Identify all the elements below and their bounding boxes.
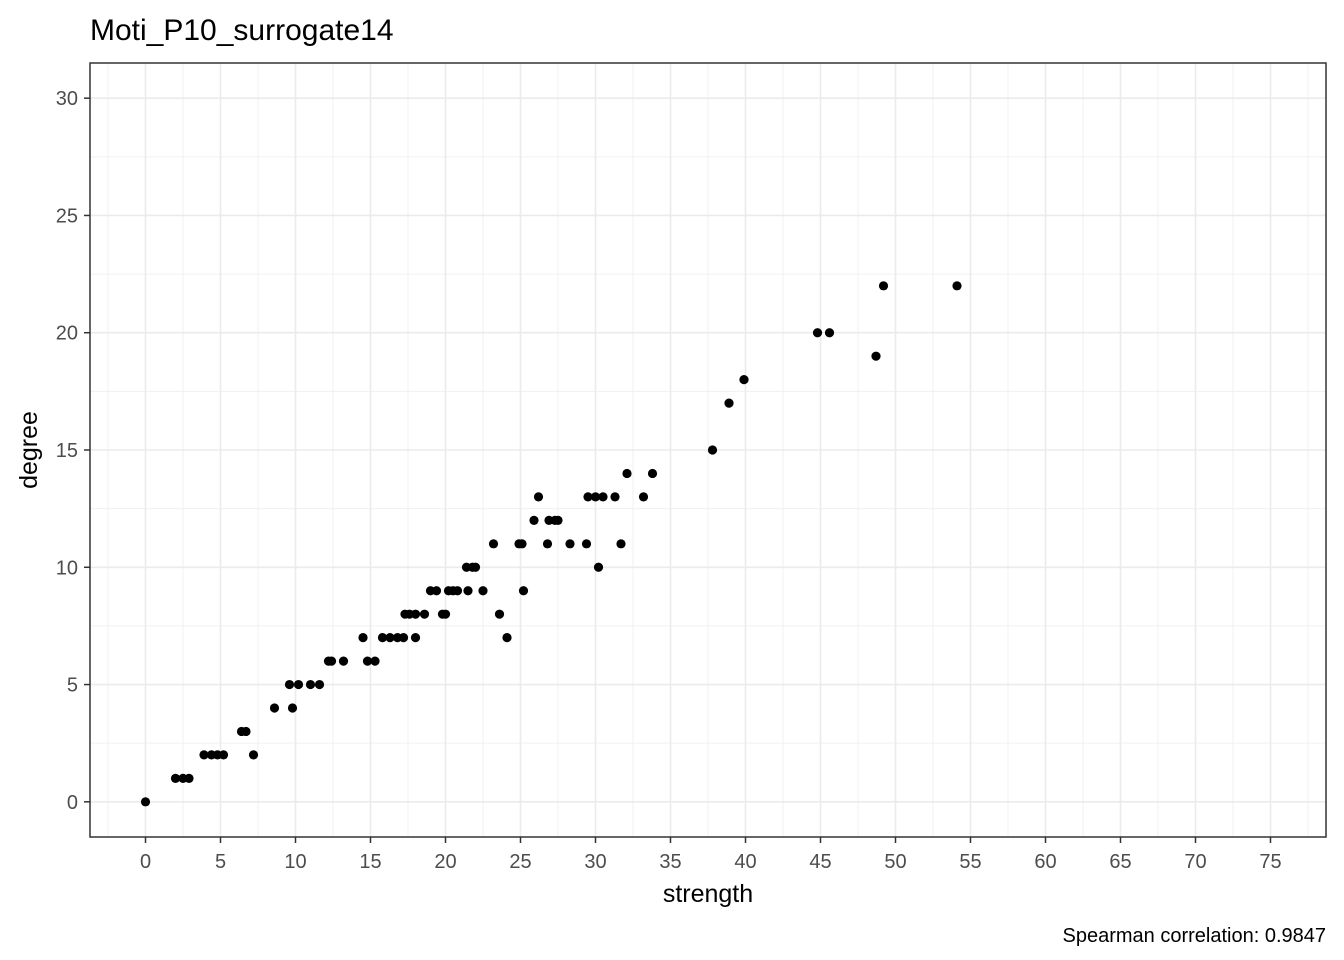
data-point <box>739 375 749 385</box>
data-point <box>593 562 604 572</box>
y-tick-label: 5 <box>67 675 78 697</box>
data-point <box>463 586 473 596</box>
data-point <box>410 609 421 619</box>
data-point <box>199 750 209 760</box>
x-tick-label: 65 <box>1109 851 1131 873</box>
data-point <box>314 679 325 690</box>
x-tick-label: 10 <box>284 851 306 873</box>
data-point <box>248 750 259 760</box>
x-tick-label: 20 <box>434 851 456 873</box>
y-tick-label: 15 <box>56 440 78 462</box>
y-tick-label: 25 <box>56 205 78 227</box>
x-tick-label: 35 <box>659 851 681 873</box>
data-point <box>583 492 593 502</box>
x-tick-label: 30 <box>584 851 606 873</box>
data-point <box>218 750 229 760</box>
y-tick-label: 10 <box>56 557 78 579</box>
data-point <box>478 586 488 596</box>
data-point <box>362 656 373 666</box>
x-tick-label: 25 <box>509 851 531 873</box>
data-point <box>326 656 337 666</box>
data-point <box>419 609 430 619</box>
data-point <box>610 492 620 502</box>
data-point <box>581 539 592 549</box>
data-point <box>358 633 368 643</box>
data-point <box>241 726 251 737</box>
x-tick-label: 55 <box>959 851 981 873</box>
data-point <box>338 656 349 666</box>
data-point <box>598 492 608 502</box>
data-point <box>565 539 575 549</box>
data-point <box>812 328 823 338</box>
x-tick-label: 75 <box>1259 851 1281 873</box>
data-point <box>440 609 451 619</box>
data-point <box>824 328 835 338</box>
data-point <box>287 703 298 713</box>
spearman-caption: Spearman correlation: 0.9847 <box>1063 925 1327 947</box>
data-point <box>724 398 734 408</box>
data-point <box>184 773 194 783</box>
data-point <box>140 797 151 807</box>
data-point <box>517 539 527 549</box>
data-point <box>470 562 481 572</box>
data-point <box>529 515 539 525</box>
x-axis-ticks: 0 5 10 15 20 25 30 35 40 45 50 55 60 65 70 75 <box>140 837 1282 873</box>
data-point <box>638 492 649 502</box>
data-point <box>385 633 395 643</box>
data-point <box>410 633 421 643</box>
y-tick-label: 0 <box>67 792 78 814</box>
data-point <box>952 281 962 291</box>
data-point <box>542 539 553 549</box>
data-point <box>284 679 295 690</box>
data-point <box>452 586 463 596</box>
chart-title: Moti_P10_surrogate14 <box>90 14 394 47</box>
y-axis-title: degree <box>15 411 43 489</box>
data-points <box>140 281 962 807</box>
data-point <box>398 633 409 643</box>
x-tick-label: 15 <box>359 851 381 873</box>
x-tick-label: 5 <box>215 851 226 873</box>
data-point <box>878 281 889 291</box>
data-point <box>293 679 304 690</box>
data-point <box>494 609 505 619</box>
x-tick-label: 50 <box>884 851 906 873</box>
x-tick-label: 40 <box>734 851 756 873</box>
data-point <box>377 633 388 643</box>
x-tick-label: 60 <box>1034 851 1056 873</box>
data-point <box>502 633 512 643</box>
data-point <box>590 492 601 502</box>
x-tick-label: 45 <box>809 851 831 873</box>
data-point <box>269 703 280 713</box>
data-point <box>553 515 563 525</box>
data-point <box>707 445 718 455</box>
data-point <box>616 539 626 549</box>
data-point <box>622 468 632 479</box>
data-point <box>647 468 658 479</box>
data-point <box>170 773 181 783</box>
data-point <box>370 656 380 666</box>
data-point <box>871 351 881 361</box>
data-point <box>488 539 499 549</box>
x-tick-label: 70 <box>1184 851 1206 873</box>
y-axis-ticks: 0 5 10 15 20 25 30 <box>56 88 90 814</box>
data-point <box>518 586 529 596</box>
y-tick-label: 20 <box>56 323 78 345</box>
y-tick-label: 30 <box>56 88 78 110</box>
x-tick-label: 0 <box>140 851 151 873</box>
data-point <box>305 679 316 690</box>
x-axis-title: strength <box>663 880 753 908</box>
data-point <box>533 492 544 502</box>
data-point <box>431 586 442 596</box>
